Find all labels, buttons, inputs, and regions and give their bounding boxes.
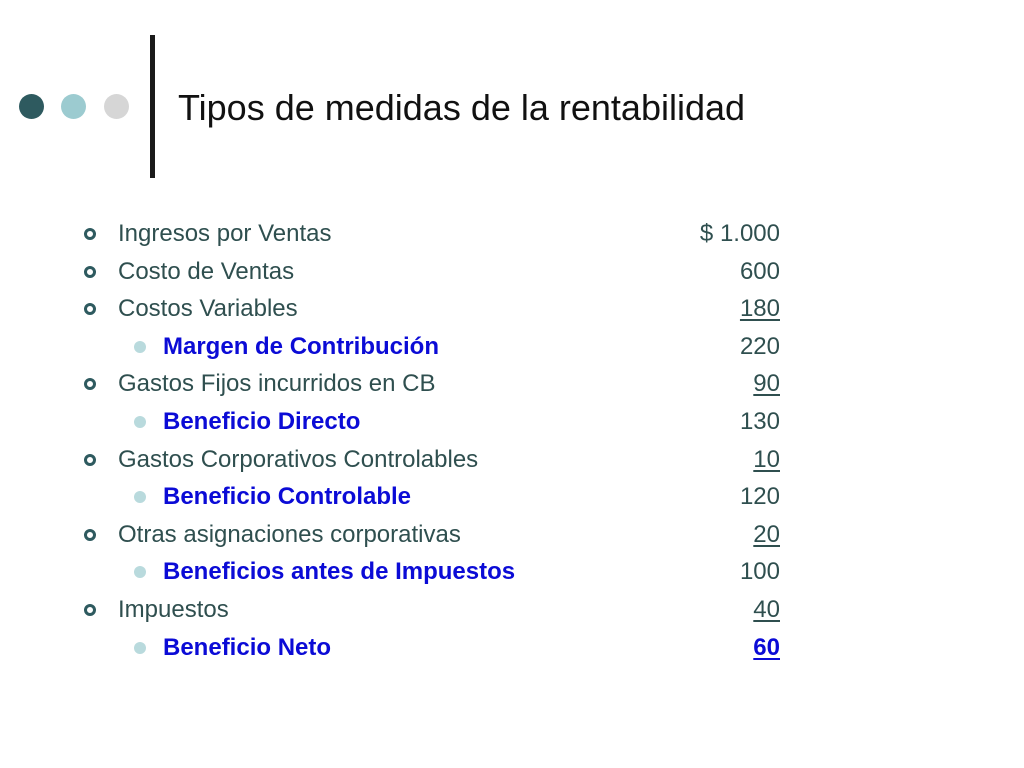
list-subitem: Beneficios antes de Impuestos 100 bbox=[0, 554, 1024, 590]
row-value: 10 bbox=[753, 446, 780, 473]
bullet-ring-icon bbox=[84, 604, 96, 616]
row-label: Gastos Corporativos Controlables bbox=[118, 446, 479, 473]
row-label: Beneficios antes de Impuestos bbox=[163, 558, 516, 585]
row-value: 20 bbox=[753, 521, 780, 548]
bullet-ring-icon bbox=[84, 378, 96, 390]
row-label: Beneficio Directo bbox=[163, 408, 361, 435]
bullet-dot-icon bbox=[134, 416, 146, 428]
list-item: Gastos Corporativos Controlables 10 bbox=[0, 442, 1024, 478]
bullet-dot-icon bbox=[134, 341, 146, 353]
list-subitem: Margen de Contribución 220 bbox=[0, 329, 1024, 365]
row-value: 600 bbox=[739, 258, 780, 285]
row-value: 100 bbox=[739, 558, 780, 585]
row-label: Gastos Fijos incurridos en CB bbox=[118, 370, 436, 397]
row-value: 220 bbox=[739, 333, 780, 360]
decorative-dot-gray bbox=[104, 94, 129, 119]
slide-title: Tipos de medidas de la rentabilidad bbox=[178, 87, 746, 128]
list-item: Ingresos por Ventas $ 1.000 bbox=[0, 216, 1024, 252]
list-subitem: Beneficio Neto 60 bbox=[0, 630, 1024, 666]
bullet-ring-icon bbox=[84, 228, 96, 240]
row-value: 60 bbox=[753, 634, 780, 661]
row-value: 130 bbox=[739, 408, 780, 435]
decorative-dot-teal bbox=[61, 94, 86, 119]
row-value: 40 bbox=[753, 596, 780, 623]
row-label: Beneficio Controlable bbox=[163, 483, 412, 510]
bullet-ring-icon bbox=[84, 529, 96, 541]
row-label: Margen de Contribución bbox=[163, 333, 439, 360]
row-label: Beneficio Neto bbox=[163, 634, 332, 661]
list-subitem: Beneficio Controlable 120 bbox=[0, 479, 1024, 515]
list-item: Costo de Ventas 600 bbox=[0, 254, 1024, 290]
bullet-dot-icon bbox=[134, 566, 146, 578]
list-item: Gastos Fijos incurridos en CB 90 bbox=[0, 366, 1024, 402]
bullet-ring-icon bbox=[84, 266, 96, 278]
row-value: 180 bbox=[739, 295, 780, 322]
bullet-ring-icon bbox=[84, 303, 96, 315]
list-item: Costos Variables 180 bbox=[0, 291, 1024, 327]
list-item: Impuestos 40 bbox=[0, 592, 1024, 628]
row-label: Costo de Ventas bbox=[118, 258, 295, 285]
list-subitem: Beneficio Directo 130 bbox=[0, 404, 1024, 440]
bullet-ring-icon bbox=[84, 454, 96, 466]
row-label: Ingresos por Ventas bbox=[118, 220, 332, 247]
row-label: Costos Variables bbox=[118, 295, 298, 322]
row-label: Impuestos bbox=[118, 596, 229, 623]
row-value: 120 bbox=[739, 483, 780, 510]
row-value: $ 1.000 bbox=[699, 220, 780, 247]
row-value: 90 bbox=[753, 370, 780, 397]
list-item: Otras asignaciones corporativas 20 bbox=[0, 517, 1024, 553]
row-label: Otras asignaciones corporativas bbox=[118, 521, 461, 548]
bullet-dot-icon bbox=[134, 491, 146, 503]
bullet-dot-icon bbox=[134, 642, 146, 654]
title-divider bbox=[150, 35, 155, 178]
decorative-dot-dark bbox=[19, 94, 44, 119]
